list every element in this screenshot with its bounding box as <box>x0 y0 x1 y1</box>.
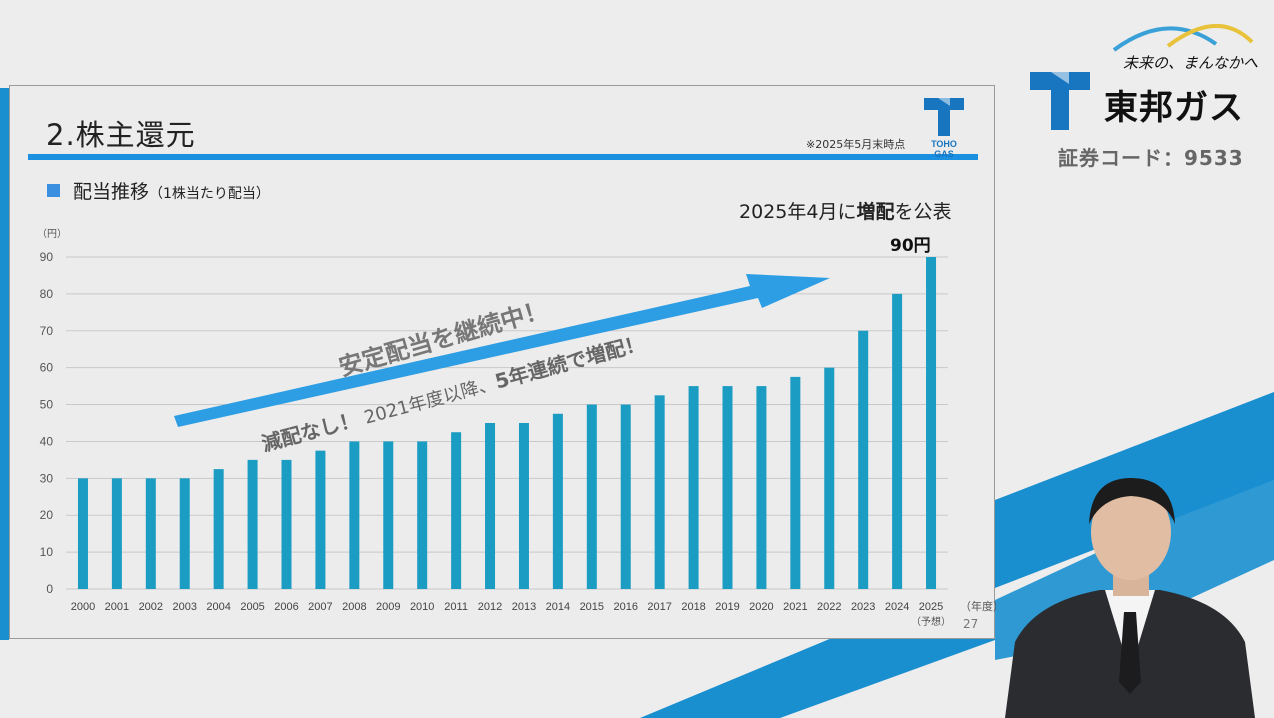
x-tick-label: 2019 <box>715 601 739 613</box>
bar <box>552 413 563 589</box>
section-subheading: （1株当たり配当） <box>149 186 270 202</box>
y-tick-label: 0 <box>46 582 53 596</box>
x-axis-unit: （年度） <box>960 599 996 613</box>
bar <box>892 293 903 589</box>
y-tick-label: 70 <box>40 324 54 338</box>
section-heading-text: 配当推移 <box>73 181 150 203</box>
slide-note: ※2025年5月末時点 <box>806 138 906 151</box>
x-tick-label: 2014 <box>546 601 570 613</box>
x-tick-label: 2013 <box>512 601 536 613</box>
bar <box>586 404 597 589</box>
x-tick-label: 2009 <box>376 601 400 613</box>
bar <box>145 478 156 589</box>
x-tick-label: 2016 <box>613 601 637 613</box>
y-tick-label: 90 <box>40 250 54 264</box>
announcement-suffix: を公表 <box>894 201 952 223</box>
x-tick-label: 2015 <box>580 601 604 613</box>
x-tick-label: 2010 <box>410 601 434 613</box>
brand-arc-icon <box>1112 23 1254 52</box>
page-number: 27 <box>963 617 979 631</box>
bar <box>722 386 733 589</box>
announcement-prefix: 2025年4月に <box>739 201 857 223</box>
x-tick-label: 2002 <box>139 601 163 613</box>
x-tick-label: 2007 <box>308 601 332 613</box>
bar <box>790 376 801 589</box>
value-callout: 90円 <box>890 236 931 256</box>
presenter-video <box>1005 478 1255 718</box>
x-tick-label: 2023 <box>851 601 875 613</box>
logo-text: TOHO GAS <box>931 139 957 159</box>
bar <box>451 432 462 589</box>
toho-gas-logo-icon: TOHO GAS <box>922 96 966 159</box>
title-rule <box>28 154 978 160</box>
section-bullet <box>47 184 60 197</box>
y-axis-unit: （円） <box>37 228 67 240</box>
x-tick-label: 2001 <box>105 601 129 613</box>
y-tick-label: 30 <box>40 471 54 485</box>
bar <box>349 441 360 589</box>
bar <box>485 423 496 589</box>
y-tick-label: 40 <box>40 434 54 448</box>
bar <box>281 459 292 589</box>
y-tick-label: 50 <box>40 398 54 412</box>
dividend-bar-chart: 0 10 20 30 40 50 60 70 80 90 （円） 2000 2001 2002 2003 20… <box>37 228 996 628</box>
x-tick-label: 2018 <box>681 601 705 613</box>
bar <box>383 441 394 589</box>
bar <box>77 478 88 589</box>
y-tick-label: 20 <box>40 508 54 522</box>
x-tick-label: 2025 <box>919 601 943 613</box>
bar <box>688 386 699 589</box>
x-tick-label: 2012 <box>478 601 502 613</box>
bar <box>824 367 835 589</box>
company-logo-icon <box>1030 72 1090 130</box>
stock-code: 証券コード：9533 <box>1058 146 1244 170</box>
x-tick-label: 2004 <box>206 601 230 613</box>
forecast-note: （予想） <box>911 615 951 628</box>
bar <box>247 459 258 589</box>
bar <box>858 330 869 589</box>
x-tick-label: 2024 <box>885 601 909 613</box>
bar <box>111 478 122 589</box>
bar <box>654 395 665 589</box>
x-tick-label: 2022 <box>817 601 841 613</box>
x-tick-label: 2020 <box>749 601 773 613</box>
announcement: 2025年4月に増配を公表 <box>739 197 951 224</box>
y-tick-label: 60 <box>40 361 54 375</box>
bar <box>620 404 631 589</box>
bar <box>179 478 190 589</box>
announcement-bold: 増配 <box>856 201 895 223</box>
brand-name: 東邦ガス <box>1104 88 1244 128</box>
trend-arrow-icon <box>174 274 830 427</box>
bar <box>315 450 326 589</box>
presentation-slide: 2.株主還元 ※2025年5月末時点 TOHO GAS 配当推移（1株当たり配当… <box>9 85 996 639</box>
bar <box>756 386 767 589</box>
x-tick-label: 2005 <box>240 601 264 613</box>
slide-title: 2.株主還元 <box>46 118 196 152</box>
bar <box>213 469 224 589</box>
x-tick-label: 2000 <box>71 601 95 613</box>
section-heading: 配当推移（1株当たり配当） <box>73 177 270 204</box>
x-tick-label: 2003 <box>172 601 196 613</box>
x-tick-label: 2017 <box>647 601 671 613</box>
x-tick-label: 2006 <box>274 601 298 613</box>
x-tick-label: 2021 <box>783 601 807 613</box>
bar <box>926 257 937 589</box>
bar <box>518 423 529 589</box>
brand-tagline: 未来の、まんなかへ <box>1123 54 1259 72</box>
y-tick-label: 10 <box>40 545 54 559</box>
bar <box>417 441 428 589</box>
x-tick-label: 2008 <box>342 601 366 613</box>
y-tick-label: 80 <box>40 287 54 301</box>
x-tick-label: 2011 <box>444 601 468 613</box>
